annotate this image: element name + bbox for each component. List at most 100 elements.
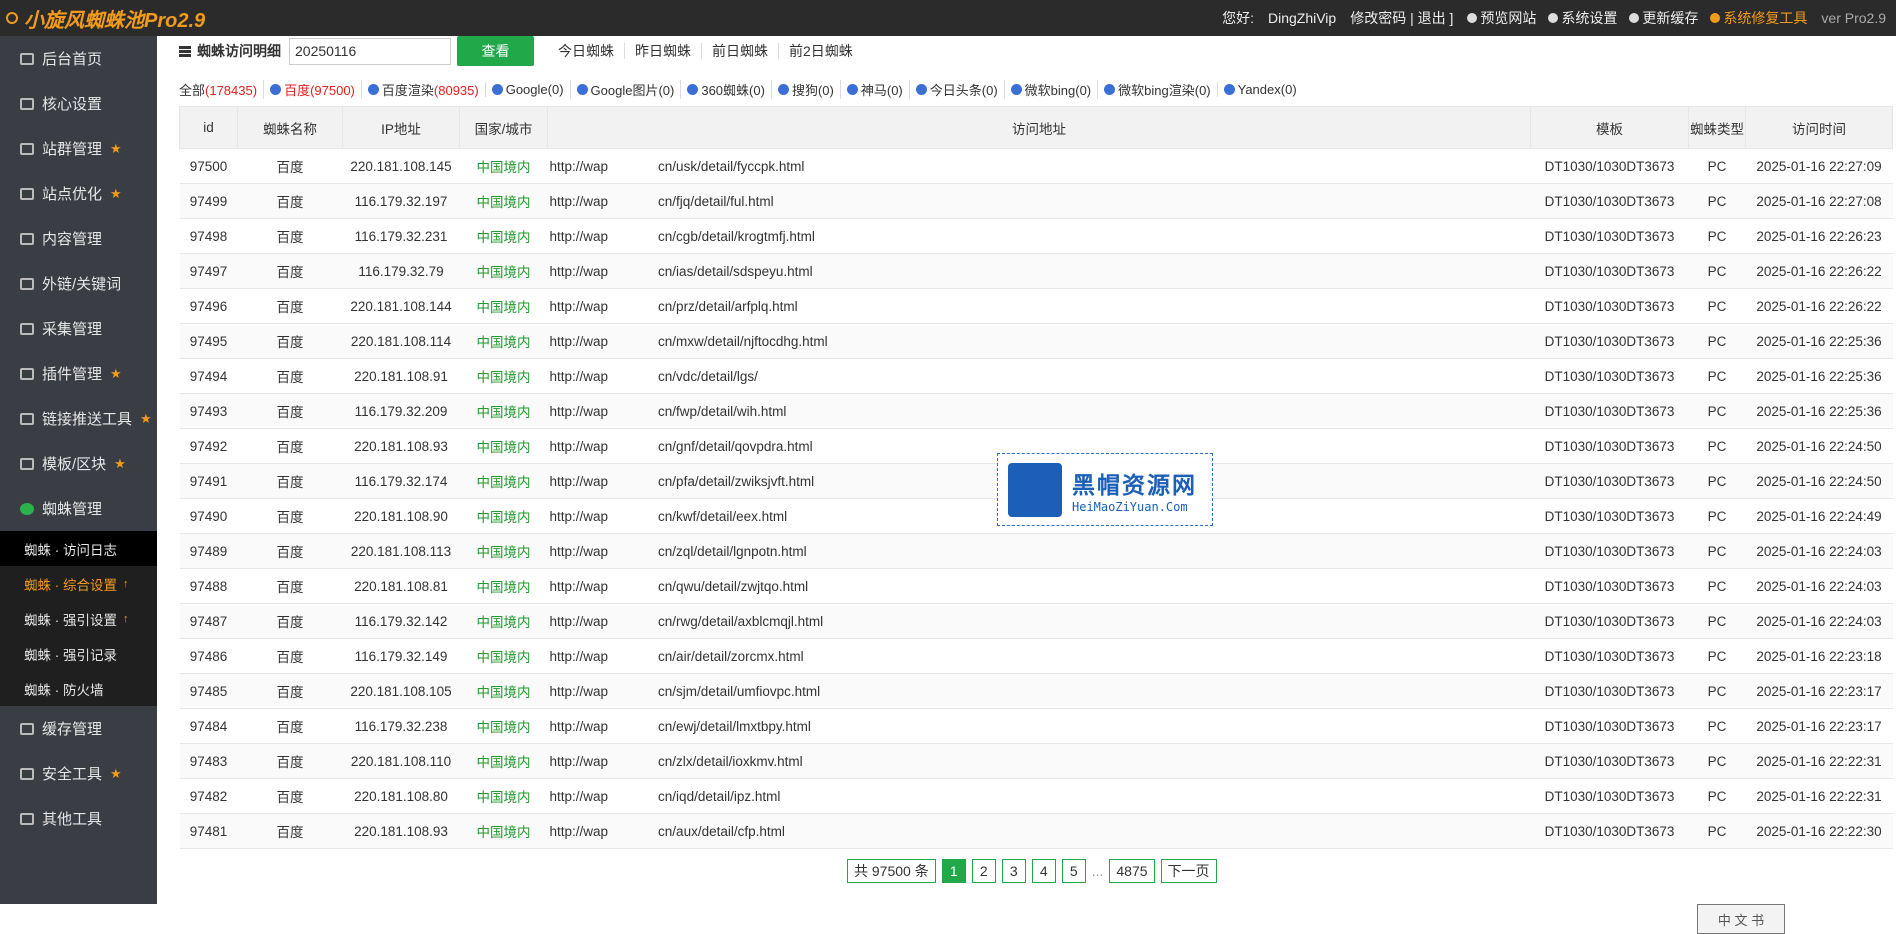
url-start[interactable]: http://wap [549, 508, 609, 524]
page-link[interactable]: 4 [1031, 859, 1056, 883]
url-end[interactable]: cn/air/detail/zorcmx.html [658, 648, 804, 664]
url-start[interactable]: http://wap [549, 648, 609, 664]
toolbar: 蜘蛛访问明细 20250116 查看 今日蜘蛛 昨日蜘蛛 前日蜘蛛 前2日蜘蛛 [179, 36, 863, 66]
url-start[interactable]: http://wap [549, 193, 609, 209]
page-link[interactable]: 3 [1001, 859, 1026, 883]
url-end[interactable]: cn/sjm/detail/umfiovpc.html [658, 683, 821, 699]
nav-item[interactable]: 站点优化 [0, 171, 157, 216]
filter[interactable]: 今日头条(0) [908, 79, 1004, 99]
url-start[interactable]: http://wap [549, 578, 609, 594]
top-link[interactable]: 预览网站 [1467, 8, 1536, 28]
url-end[interactable]: cn/aux/detail/cfp.html [658, 823, 785, 839]
top-link[interactable]: 系统设置 [1548, 8, 1617, 28]
url-start[interactable]: http://wap [549, 438, 609, 454]
url-start[interactable]: http://wap [549, 158, 609, 174]
url-end[interactable]: cn/qwu/detail/zwjtqo.html [658, 578, 809, 594]
url-start[interactable]: http://wap [549, 823, 609, 839]
url-start[interactable]: http://wap [549, 613, 609, 629]
day-link[interactable]: 今日蜘蛛 [558, 43, 614, 59]
page-link[interactable]: 2 [971, 859, 996, 883]
filter[interactable]: 百度(97500) [263, 79, 361, 99]
nav-item[interactable]: 采集管理 [0, 306, 157, 351]
filter[interactable]: Yandex(0) [1216, 81, 1303, 97]
url-end[interactable]: cn/vdc/detail/lgs/ [658, 368, 758, 384]
filter[interactable]: 360蜘蛛(0) [680, 79, 771, 99]
url-end[interactable]: cn/ias/detail/sdspeyu.html [658, 263, 813, 279]
page-link[interactable]: 1 [941, 859, 966, 883]
url-start[interactable]: http://wap [549, 368, 609, 384]
search-button[interactable]: 查看 [457, 36, 534, 66]
nav-item[interactable]: 安全工具 [0, 751, 157, 796]
url-start[interactable]: http://wap [549, 298, 609, 314]
sub-item[interactable]: 蜘蛛 · 防火墙 [0, 671, 157, 706]
nav-star [110, 766, 122, 782]
page-link[interactable]: 5 [1061, 859, 1086, 883]
logo[interactable]: 小旋风蜘蛛池Pro2.9 [6, 4, 205, 33]
nav-item[interactable]: 内容管理 [0, 216, 157, 261]
nav-item[interactable]: 站群管理 [0, 126, 157, 171]
url-start[interactable]: http://wap [549, 263, 609, 279]
sub-item[interactable]: 蜘蛛 · 访问日志 [0, 531, 157, 566]
nav-item[interactable]: 其他工具 [0, 796, 157, 841]
url-end[interactable]: cn/usk/detail/fyccpk.html [658, 158, 805, 174]
url-start[interactable]: http://wap [549, 333, 609, 349]
account-links[interactable]: 修改密码 | 退出 ] [1350, 10, 1454, 26]
url-end[interactable]: cn/mxw/detail/njftocdhg.html [658, 333, 828, 349]
url-start[interactable]: http://wap [549, 403, 609, 419]
page-link[interactable]: 4875 [1109, 859, 1155, 883]
nav-item[interactable]: 核心设置 [0, 81, 157, 126]
url-start[interactable]: http://wap [549, 543, 609, 559]
url-end[interactable]: cn/ewj/detail/lmxtbpy.html [658, 718, 811, 734]
filter[interactable]: Google(0) [484, 81, 570, 97]
top-link[interactable]: 系统修复工具 [1710, 8, 1807, 28]
table-row: 97497 百度 116.179.32.79 中国境内 http://wap cn/ias… [179, 253, 1893, 289]
stamp: 中 文 书 [1697, 904, 1785, 934]
nav-item[interactable]: 链接推送工具 [0, 396, 157, 441]
filter[interactable]: 神马(0) [839, 79, 909, 99]
table-cell: 220.181.108.105 [342, 673, 460, 709]
filter[interactable]: 百度渲染(80935) [360, 79, 485, 99]
url-start[interactable]: http://wap [549, 753, 609, 769]
url-end[interactable]: cn/fwp/detail/wih.html [658, 403, 787, 419]
top-link[interactable]: 更新缓存 [1629, 8, 1698, 28]
url-start[interactable]: http://wap [549, 788, 609, 804]
url-start[interactable]: http://wap [549, 228, 609, 244]
url-end[interactable]: cn/prz/detail/arfplq.html [658, 298, 798, 314]
nav-item[interactable]: 外链/关键词 [0, 261, 157, 306]
sub-item[interactable]: 蜘蛛 · 强引记录 [0, 636, 157, 671]
day-link[interactable]: 昨日蜘蛛 [624, 43, 701, 59]
filter[interactable]: 搜狗(0) [770, 79, 840, 99]
url-end[interactable]: cn/zlx/detail/ioxkmv.html [658, 753, 803, 769]
url-start[interactable]: http://wap [549, 718, 609, 734]
nav-item[interactable]: 插件管理 [0, 351, 157, 396]
nav-item[interactable]: 缓存管理 [0, 706, 157, 751]
filter[interactable]: 微软bing渲染(0) [1097, 79, 1216, 99]
next-page[interactable]: 下一页 [1160, 859, 1217, 883]
url-end[interactable]: cn/gnf/detail/qovpdra.html [658, 438, 813, 454]
table-cell: DT1030/1030DT3673 [1530, 148, 1689, 184]
url-end[interactable]: cn/iqd/detail/ipz.html [658, 788, 781, 804]
filter[interactable]: 全部(178435) [179, 80, 263, 99]
url-end[interactable]: cn/pfa/detail/zwiksjvft.html [658, 473, 815, 489]
url-end[interactable]: cn/rwg/detail/axblcmqjl.html [658, 613, 824, 629]
nav-item[interactable]: 蜘蛛管理 [0, 486, 157, 531]
table-row: 97500 百度 220.181.108.145 中国境内 http://wap cn/u… [179, 148, 1893, 184]
filter[interactable]: 微软bing(0) [1003, 79, 1097, 99]
nav-item[interactable]: 模板/区块 [0, 441, 157, 486]
sub-item[interactable]: 蜘蛛 · 综合设置 [0, 566, 157, 601]
nav-item[interactable]: 后台首页 [0, 36, 157, 81]
url-start[interactable]: http://wap [549, 473, 609, 489]
url-end[interactable]: cn/cgb/detail/krogtmfj.html [658, 228, 815, 244]
url-end[interactable]: cn/fjq/detail/ful.html [658, 193, 774, 209]
day-link[interactable]: 前日蜘蛛 [701, 43, 778, 59]
filter[interactable]: Google图片(0) [569, 79, 681, 99]
sub-item[interactable]: 蜘蛛 · 强引设置 [0, 601, 157, 636]
date-input[interactable]: 20250116 [289, 37, 451, 65]
day-link[interactable]: 前2日蜘蛛 [778, 43, 863, 59]
url-start[interactable]: http://wap [549, 683, 609, 699]
top-bar: 小旋风蜘蛛池Pro2.9 您好: DingZhiVip 修改密码 | 退出 ] … [0, 0, 1896, 36]
table-cell: 97492 [179, 428, 238, 464]
url-end[interactable]: cn/kwf/detail/eex.html [658, 508, 788, 524]
url-end[interactable]: cn/zql/detail/lgnpotn.html [658, 543, 807, 559]
url-cell: http://wap cn/rwg/detail/axblcmqjl.html [547, 603, 1531, 639]
